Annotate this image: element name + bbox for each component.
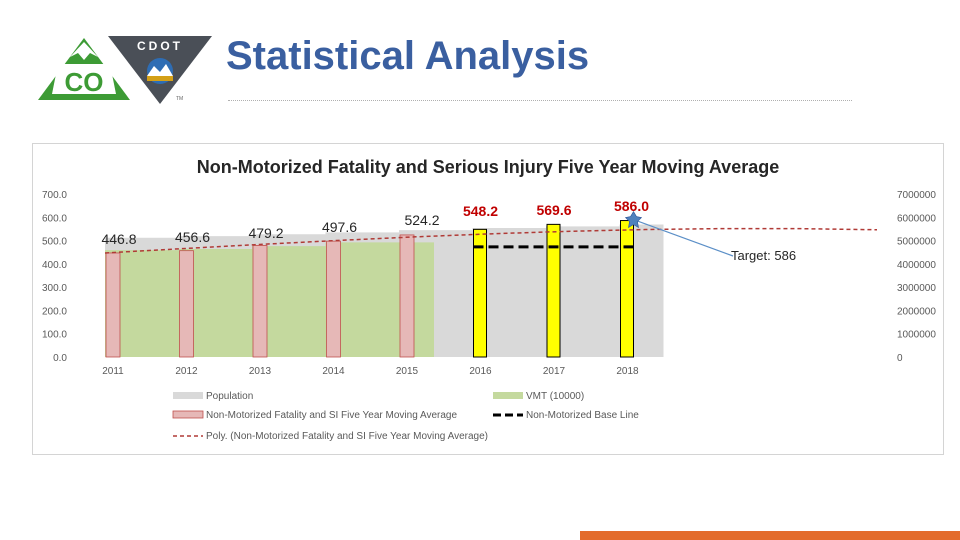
legend-swatch-vmt <box>493 392 523 399</box>
vmt-area <box>105 242 434 357</box>
y-right-tick: 6000000 <box>897 213 936 224</box>
target-annotation: Target: 586 <box>731 248 796 263</box>
legend-label: Non-Motorized Base Line <box>526 410 639 421</box>
legend-label: VMT (10000) <box>526 391 584 402</box>
poly-trend-line <box>104 227 878 254</box>
accent-bar <box>580 531 960 540</box>
y-right-tick: 0 <box>897 353 903 364</box>
cdot-shield-mark: CDOT TM <box>108 36 212 104</box>
colorado-mountain-mark: CO <box>38 38 130 100</box>
moving-average-chart: Non-Motorized Fatality and Serious Injur… <box>42 157 936 442</box>
y-left-tick: 700.0 <box>42 190 67 201</box>
legend-swatch-population <box>173 392 203 399</box>
data-label: 446.8 <box>101 231 136 247</box>
logo-co-text: CO <box>65 67 104 97</box>
logo-tm-text: TM <box>176 96 183 102</box>
fatality-bar <box>473 228 487 358</box>
data-label: 479.2 <box>248 225 283 241</box>
y-left-tick: 500.0 <box>42 237 67 248</box>
data-label: 456.6 <box>175 229 210 245</box>
target-leader-line <box>633 218 734 257</box>
y-right-tick: 4000000 <box>897 260 936 271</box>
y-right-tick: 5000000 <box>897 237 936 248</box>
data-label: 524.2 <box>404 212 439 228</box>
target-star-icon <box>624 210 643 229</box>
legend-label: Poly. (Non-Motorized Fatality and SI Fiv… <box>206 431 488 442</box>
x-tick-label: 2012 <box>175 366 198 377</box>
legend-label: Population <box>206 391 253 402</box>
y-right-tick: 2000000 <box>897 306 936 317</box>
title-divider <box>228 100 852 101</box>
slide-title: Statistical Analysis <box>226 34 590 78</box>
x-tick-label: 2016 <box>469 366 492 377</box>
y-left-tick: 600.0 <box>42 213 67 224</box>
y-right-tick: 7000000 <box>897 190 936 201</box>
y-left-tick: 200.0 <box>42 306 67 317</box>
data-label: 548.2 <box>463 203 498 219</box>
fatality-bar <box>620 220 634 358</box>
chart-frame: Non-Motorized Fatality and Serious Injur… <box>32 143 944 455</box>
data-label: 497.6 <box>322 219 357 235</box>
fatality-bar <box>399 234 415 358</box>
y-left-tick: 100.0 <box>42 330 67 341</box>
legend-swatch-fatality <box>172 410 204 419</box>
x-tick-label: 2017 <box>543 366 566 377</box>
fatality-bar <box>546 223 561 358</box>
cdot-logo: CO CDOT TM <box>38 36 212 104</box>
legend-label: Non-Motorized Fatality and SI Five Year … <box>206 410 457 421</box>
data-label: 586.0 <box>614 198 649 214</box>
y-right-tick: 3000000 <box>897 283 936 294</box>
y-left-tick: 0.0 <box>53 353 67 364</box>
fatality-bar <box>252 245 268 358</box>
y-left-tick: 400.0 <box>42 260 67 271</box>
y-left-tick: 300.0 <box>42 283 67 294</box>
logo-cdot-text: CDOT <box>137 39 183 53</box>
fatality-bar <box>326 240 341 358</box>
x-tick-label: 2015 <box>396 366 419 377</box>
data-label: 569.6 <box>536 202 571 218</box>
x-tick-label: 2018 <box>616 366 639 377</box>
chart-title: Non-Motorized Fatality and Serious Injur… <box>197 157 779 177</box>
fatality-bar <box>179 250 194 358</box>
x-tick-label: 2011 <box>102 366 124 377</box>
x-tick-label: 2013 <box>249 366 272 377</box>
fatality-bar <box>105 252 121 358</box>
y-right-tick: 1000000 <box>897 330 936 341</box>
x-tick-label: 2014 <box>322 366 345 377</box>
